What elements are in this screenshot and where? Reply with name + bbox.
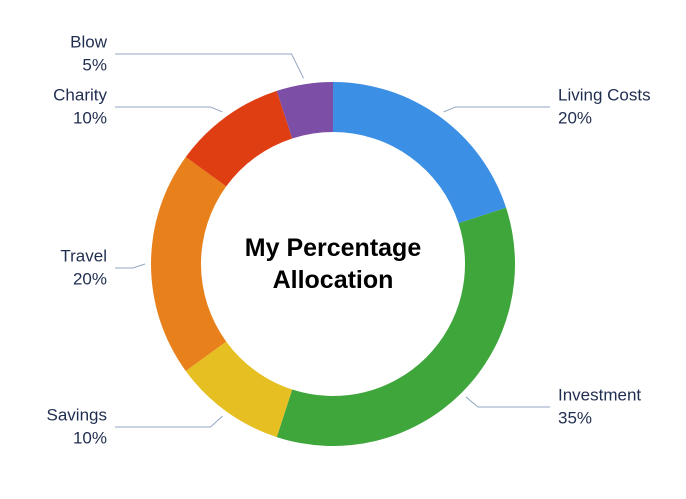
- donut-slice: [185, 90, 293, 187]
- leader-line: [115, 106, 223, 113]
- donut-slice: [276, 207, 515, 446]
- slice-value-label: 5%: [82, 55, 107, 74]
- slice-value-label: 35%: [558, 408, 592, 427]
- leader-line: [115, 263, 146, 269]
- donut-slice: [333, 82, 507, 224]
- leader-line: [465, 396, 550, 408]
- slice-label: Living Costs: [558, 85, 651, 104]
- leader-line: [115, 415, 223, 428]
- slice-label: Investment: [558, 385, 641, 404]
- donut-slice: [185, 341, 293, 438]
- slice-value-label: 10%: [73, 108, 107, 127]
- leader-line: [443, 106, 550, 113]
- slice-value-label: 10%: [73, 428, 107, 447]
- donut-slice: [151, 157, 227, 371]
- leader-line: [115, 53, 305, 79]
- slice-label: Charity: [53, 85, 107, 104]
- slice-value-label: 20%: [73, 269, 107, 288]
- donut-slice: [276, 82, 333, 139]
- slice-label: Blow: [70, 32, 108, 51]
- slice-value-label: 20%: [558, 108, 592, 127]
- slice-label: Savings: [47, 405, 107, 424]
- slice-label: Travel: [60, 246, 107, 265]
- chart-title: My Percentage Allocation: [244, 234, 422, 294]
